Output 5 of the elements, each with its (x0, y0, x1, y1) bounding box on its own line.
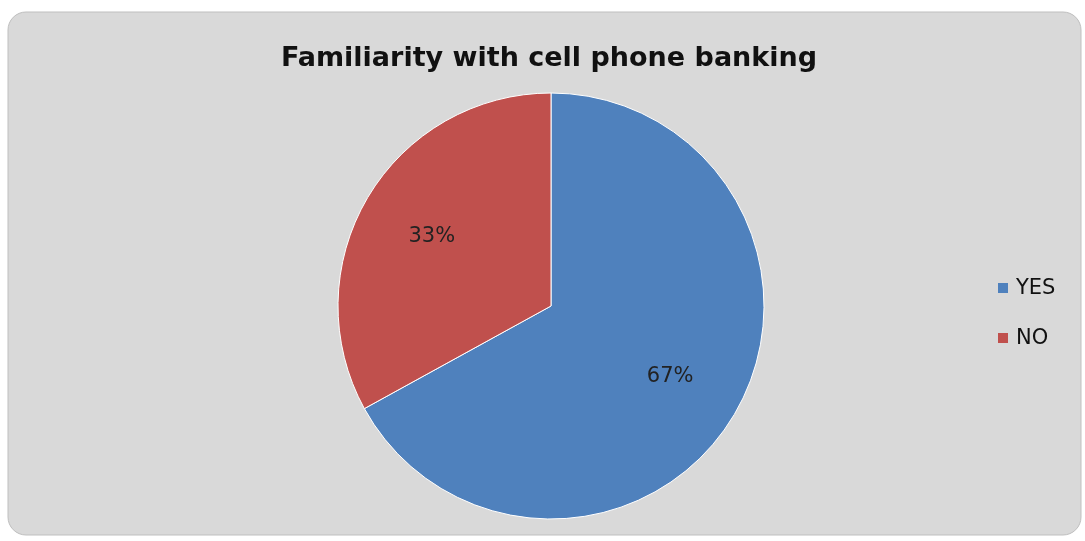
legend-label: NO (1016, 325, 1049, 349)
data-label: 33% (408, 222, 456, 247)
data-label: 67% (646, 363, 694, 388)
legend-label: YES (1015, 275, 1056, 299)
chart-title: Familiarity with cell phone banking (280, 41, 818, 72)
